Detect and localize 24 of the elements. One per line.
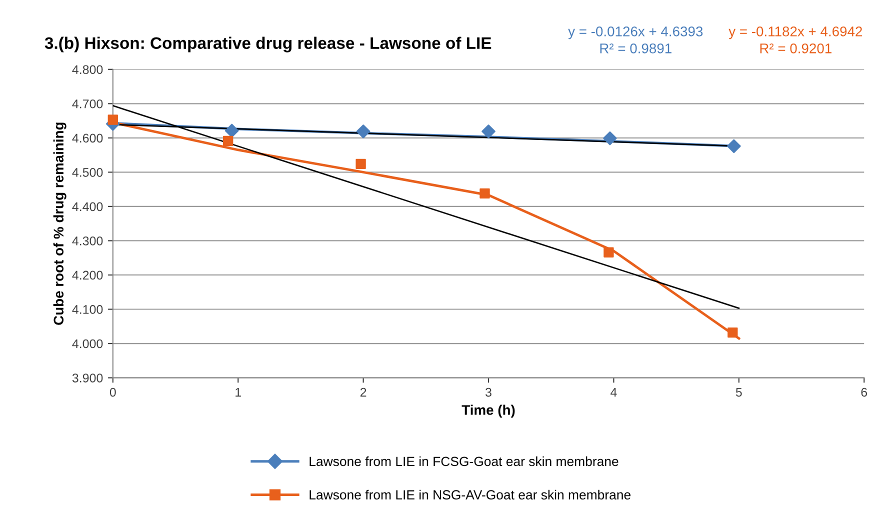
y-tick-label: 4.600 (72, 134, 103, 143)
x-tick-label: 6 (861, 388, 868, 397)
y-tick-label: 4.300 (72, 236, 103, 246)
y-tick-label: 4.700 (72, 99, 103, 108)
y-tick-label: 4.200 (72, 270, 103, 280)
legend-label: Lawsone from LIE in FCSG-Goat ear skin membrane (310, 456, 618, 466)
x-tick-label: 0 (110, 388, 116, 397)
y-tick-label: 4.000 (72, 339, 103, 348)
text: y = -0.0126x + 4.6393 R² = 0.9891 (568, 26, 703, 54)
x-tick-label: 2 (360, 388, 366, 397)
y-tick-label: 4.100 (72, 305, 103, 314)
x-axis-title: Time (h) (462, 404, 515, 418)
x-tick-label: 5 (736, 388, 742, 397)
text: y = -0.1182x + 4.6942 R² = 0.9201 (728, 26, 862, 54)
y-tick-label: 4.400 (72, 202, 103, 212)
y-tick-label: 4.500 (72, 168, 103, 177)
x-tick-label: 4 (610, 388, 617, 397)
x-tick-label: 1 (236, 388, 241, 397)
y-tick-label: 4.800 (72, 65, 103, 74)
x-tick-label: 3 (486, 388, 492, 397)
chart-title: 3.(b) Hixson: Comparative drug release - Lawsone of LIE (44, 36, 492, 52)
y-tick-label: 3.900 (72, 374, 103, 382)
y-axis-title: Cube root of % drug remaining (53, 122, 66, 325)
legend-label: Lawsone from LIE in NSG-AV-Goat ear skin membrane (310, 490, 630, 500)
